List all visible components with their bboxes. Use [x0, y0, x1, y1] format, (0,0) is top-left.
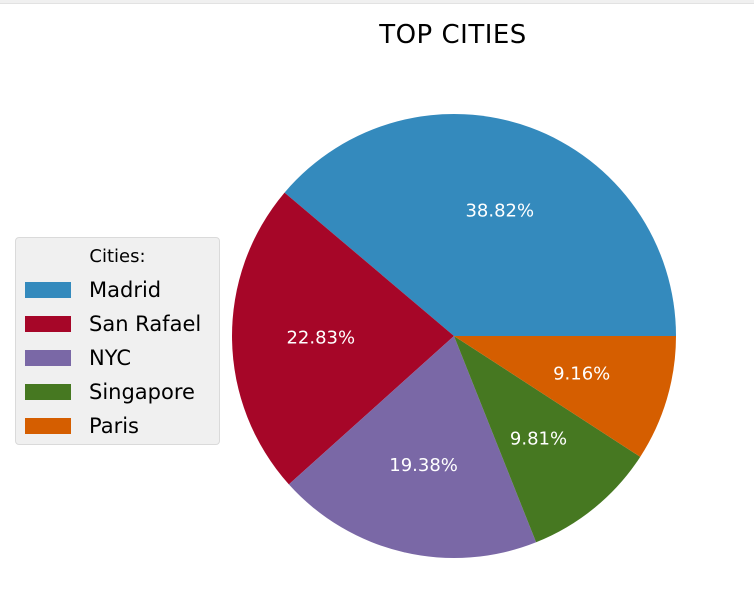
- legend-swatch: [25, 282, 71, 298]
- legend-swatch: [25, 316, 71, 332]
- legend-label: San Rafael: [89, 312, 202, 336]
- pie-slice-nyc: [288, 336, 537, 558]
- pie-data-label: 19.38%: [389, 455, 458, 476]
- pie-slice-paris: [454, 336, 676, 457]
- legend-swatch: [25, 350, 71, 366]
- legend-label: Singapore: [89, 380, 195, 404]
- chart-title: TOP CITIES: [379, 20, 527, 50]
- pie-data-label: 22.83%: [286, 328, 355, 349]
- legend-label: Madrid: [89, 278, 162, 302]
- legend-swatch: [25, 418, 71, 434]
- legend-swatch: [25, 384, 71, 400]
- legend: Cities: Madrid San Rafael NYC Singapore …: [15, 237, 220, 445]
- legend-item-singapore: Singapore: [16, 375, 219, 409]
- legend-item-san-rafael: San Rafael: [16, 307, 219, 341]
- pie-data-label: 9.16%: [553, 363, 610, 384]
- legend-item-paris: Paris: [16, 409, 219, 443]
- pie-data-label: 9.81%: [510, 429, 567, 450]
- legend-label: Paris: [89, 414, 139, 438]
- legend-item-nyc: NYC: [16, 341, 219, 375]
- legend-label: NYC: [89, 346, 132, 370]
- legend-item-madrid: Madrid: [16, 273, 219, 307]
- top-border: [0, 0, 754, 4]
- pie-slice-san-rafael: [232, 192, 454, 485]
- pie-slice-madrid: [284, 114, 676, 336]
- pie-data-label: 38.82%: [465, 200, 534, 221]
- pie-slice-singapore: [454, 336, 641, 543]
- legend-title: Cities:: [89, 246, 146, 267]
